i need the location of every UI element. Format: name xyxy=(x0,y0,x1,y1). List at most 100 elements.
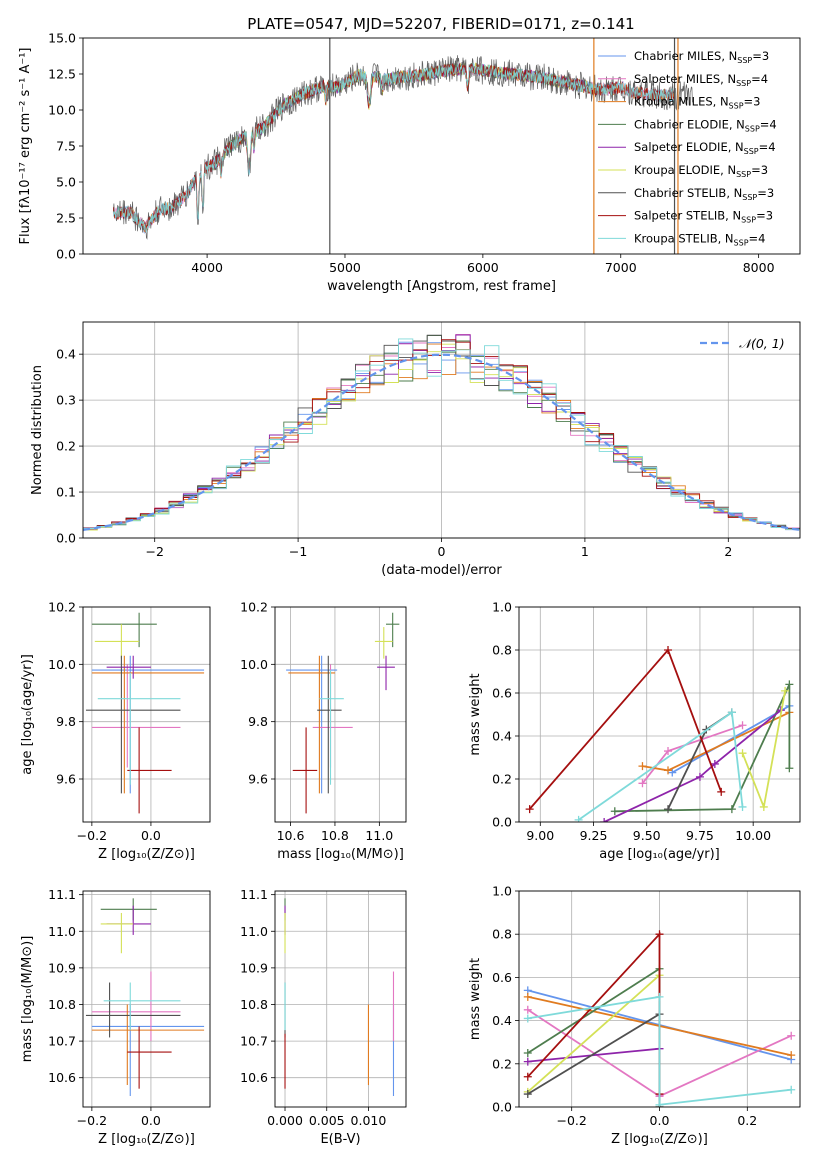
y-tick-label: 12.5 xyxy=(48,67,76,82)
x-tick-label: 8000 xyxy=(743,260,775,275)
x-tick-label: 11.0 xyxy=(365,828,393,843)
weight-marker xyxy=(759,802,768,811)
x-tick-label: 9.75 xyxy=(686,828,714,843)
y-tick-label: 11.0 xyxy=(240,924,268,939)
weight-marker xyxy=(695,772,704,781)
errorbar-point xyxy=(377,655,395,691)
y-tick-label: 9.6 xyxy=(56,772,76,787)
x-tick-label: −0.2 xyxy=(77,828,107,843)
x-tick-label: −0.2 xyxy=(77,1113,107,1128)
weight-marker xyxy=(738,721,747,730)
weight_vs_age-plot-area xyxy=(525,646,794,822)
errorbar-point xyxy=(103,982,181,1031)
age_vs_Z-ylabel: age [log₁₀(age/yr)] xyxy=(20,654,35,775)
legend-label: Chabrier MILES, NSSP=3 xyxy=(634,49,769,65)
weight_vs_Z-plot-area xyxy=(523,930,796,1107)
x-tick-label: 0 xyxy=(438,544,446,559)
y-tick-label: 0.3 xyxy=(56,393,76,408)
y-tick-label: 10.0 xyxy=(240,657,268,672)
weight-marker xyxy=(738,749,747,758)
weight-marker xyxy=(710,759,719,768)
errorbar-point xyxy=(319,670,344,785)
legend-label: Salpeter MILES, NSSP=4 xyxy=(634,72,768,88)
errorbar-point xyxy=(85,982,181,1038)
y-tick-label: 10.0 xyxy=(48,657,76,672)
x-tick-label: 0.0 xyxy=(141,828,161,843)
weight-line xyxy=(527,995,792,1106)
figure-title: PLATE=0547, MJD=52207, FIBERID=0171, z=0… xyxy=(247,15,634,33)
normal-legend-label: 𝒩(0, 1) xyxy=(739,336,785,351)
residuals-plot-area xyxy=(83,334,800,533)
weight-marker xyxy=(523,1014,532,1023)
weight-marker xyxy=(523,992,532,1001)
x-tick-label: 9.25 xyxy=(580,828,608,843)
mass_vs_Z-xlabel: Z [log₁₀(Z/Z⊙)] xyxy=(98,1132,195,1147)
weight-marker xyxy=(523,1049,532,1057)
weight-marker xyxy=(655,992,664,1001)
mass_vs_Z-panel: −0.2 0.0 10.6 10.7 10.8 10.9 11.0 11.1 Z [log₁₀(… xyxy=(20,887,211,1147)
weight_vs_Z-panel: −0.2 0.0 0.2 0.0 0.2 0.4 0.6 0.8 1.0 Z [log₁₀(Z/Z… xyxy=(468,884,801,1147)
legend-label: Salpeter ELODIE, NSSP=4 xyxy=(634,140,776,156)
weight-line xyxy=(614,684,791,813)
y-tick-label: 11.0 xyxy=(48,924,76,939)
weight_vs_Z-frame xyxy=(518,890,801,1108)
residuals-frame xyxy=(82,321,801,539)
weight_vs_age-panel: 9.00 9.25 9.50 9.75 10.00 0.0 0.2 0.4 0.6 0.8 1.0 a… xyxy=(468,600,801,862)
y-tick-label: 10.9 xyxy=(240,960,268,975)
weight-marker xyxy=(717,787,726,796)
x-tick-label: 0.2 xyxy=(737,1113,757,1128)
weight_vs_Z-ylabel: mass weight xyxy=(468,958,483,1040)
spectrum-legend: Chabrier MILES, NSSP=3 Salpeter MILES, NS… xyxy=(598,49,777,247)
y-tick-label: 0.1 xyxy=(56,485,76,500)
x-tick-label: 9.00 xyxy=(526,828,554,843)
weight-line xyxy=(527,974,661,1093)
age_vs_mass-plot-area xyxy=(286,612,400,814)
weight-marker xyxy=(638,779,647,788)
y-tick-label: 10.2 xyxy=(240,600,268,615)
weight-marker xyxy=(638,762,647,771)
y-tick-label: 5.0 xyxy=(56,175,76,190)
weight-marker xyxy=(600,818,609,822)
mass_vs_ebv-panel: 0.000 0.005 0.010 10.6 10.7 10.8 10.9 11.0 11.1 E… xyxy=(240,887,407,1147)
weight-marker xyxy=(664,766,673,775)
weight-marker xyxy=(781,686,790,695)
y-tick-label: 9.8 xyxy=(248,714,268,729)
y-tick-label: 11.1 xyxy=(48,887,76,902)
x-tick-label: 0.000 xyxy=(267,1113,303,1128)
y-tick-label: 9.6 xyxy=(248,772,268,787)
mass_vs_Z-ylabel: mass [log₁₀(M/M⊙)] xyxy=(20,936,35,1063)
weight-series xyxy=(523,992,796,1107)
y-tick-label: 11.1 xyxy=(240,887,268,902)
weight_vs_age-ylabel: mass weight xyxy=(468,673,483,755)
legend-label: Salpeter STELIB, NSSP=3 xyxy=(634,209,773,225)
legend-label: Chabrier ELODIE, NSSP=4 xyxy=(634,117,777,133)
x-tick-label: 9.50 xyxy=(633,828,661,843)
errorbar-point xyxy=(317,655,342,794)
legend-label: Kroupa MILES, NSSP=3 xyxy=(634,95,760,111)
errorbar-point xyxy=(91,1004,205,1086)
mass_vs_Z-grid xyxy=(83,891,210,1107)
x-tick-label: 10.00 xyxy=(735,828,771,843)
errorbar-point xyxy=(94,624,140,659)
spectrum-xlabel: wavelength [Angstrom, rest frame] xyxy=(327,279,556,294)
residuals-xlabel: (data-model)/error xyxy=(381,563,502,578)
weight-line xyxy=(527,1047,660,1063)
y-tick-label: 2.5 xyxy=(56,211,76,226)
x-tick-label: 2 xyxy=(724,544,732,559)
y-tick-label: 10.6 xyxy=(240,1070,268,1085)
y-tick-label: 0.0 xyxy=(56,531,76,546)
errorbar-point xyxy=(91,655,205,794)
weight-marker xyxy=(738,802,747,811)
y-tick-label: 0.4 xyxy=(492,729,512,744)
x-tick-label: 1 xyxy=(581,544,589,559)
weight-series xyxy=(610,680,794,816)
weight-series xyxy=(574,708,747,822)
weight-marker xyxy=(787,1031,796,1040)
histogram-step xyxy=(83,338,800,532)
y-tick-label: 10.2 xyxy=(48,600,76,615)
x-tick-label: −1 xyxy=(289,544,307,559)
errorbar-point xyxy=(100,912,134,954)
y-tick-label: 10.0 xyxy=(48,103,76,118)
spectrum-frame xyxy=(82,37,801,255)
weight_vs_Z-axes: −0.2 0.0 0.2 0.0 0.2 0.4 0.6 0.8 1.0 Z [log₁₀(Z/Z… xyxy=(468,884,801,1147)
